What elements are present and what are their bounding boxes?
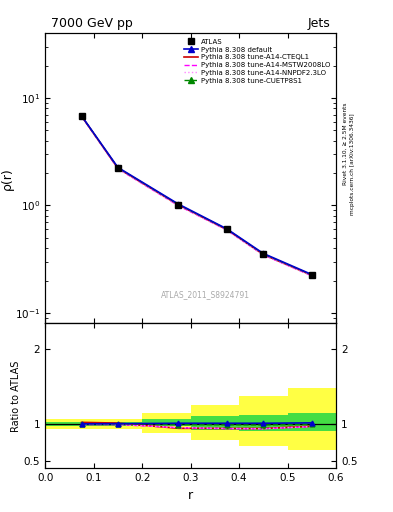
Text: mcplots.cern.ch [arXiv:1306.3436]: mcplots.cern.ch [arXiv:1306.3436]	[350, 113, 354, 215]
Text: 7000 GeV pp: 7000 GeV pp	[51, 17, 133, 30]
Text: Jets: Jets	[307, 17, 330, 30]
X-axis label: r: r	[188, 489, 193, 502]
Text: Rivet 3.1.10, ≥ 2.5M events: Rivet 3.1.10, ≥ 2.5M events	[343, 102, 347, 185]
Y-axis label: ρ(r): ρ(r)	[0, 167, 14, 190]
Text: ATLAS_2011_S8924791: ATLAS_2011_S8924791	[161, 290, 250, 299]
Y-axis label: Ratio to ATLAS: Ratio to ATLAS	[11, 360, 21, 432]
Legend: ATLAS, Pythia 8.308 default, Pythia 8.308 tune-A14-CTEQL1, Pythia 8.308 tune-A14: ATLAS, Pythia 8.308 default, Pythia 8.30…	[182, 37, 332, 86]
